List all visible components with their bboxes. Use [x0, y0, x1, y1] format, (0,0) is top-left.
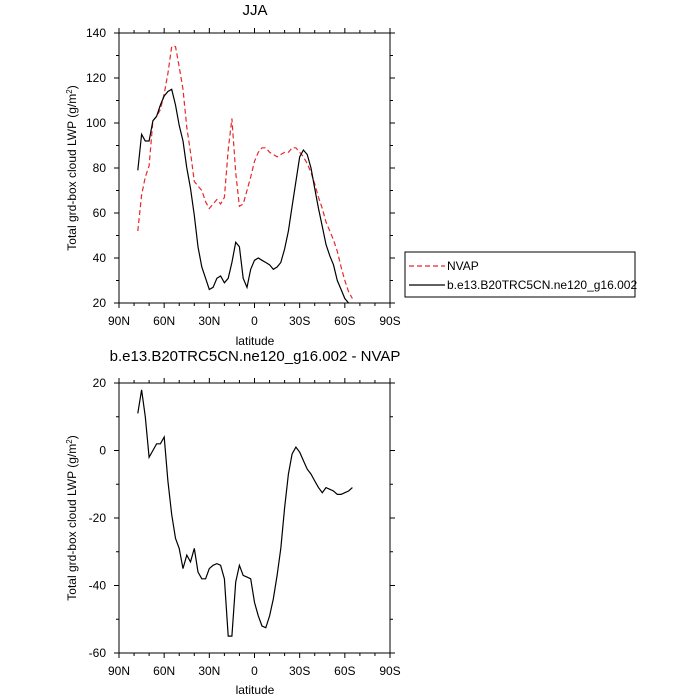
plot-frame-top: [118, 32, 391, 304]
legend-label-nvap: NVAP: [447, 259, 479, 273]
x-tick-label-bottom-4: 30S: [289, 664, 310, 678]
y-tick-label-bottom-3: 0: [99, 444, 106, 458]
plot-area-top: 90N 60N 30N 0 30S 60S 90S 20 40 60 80 100 120 140: [86, 26, 401, 328]
y-axis-label-bottom-main: Total grd-box cloud LWP (g/m: [65, 444, 79, 601]
plot-frame-bottom: [118, 382, 391, 654]
y-tick-label-bottom-0: -60: [89, 646, 107, 660]
x-tick-label-bottom-2: 30N: [198, 664, 220, 678]
x-tick-label-bottom-0: 90N: [108, 664, 130, 678]
legend-box: [404, 251, 636, 298]
panel-top-jja: JJA 90N 60N 30N 0 30S 60S 90S 20 40 60 80 100 120 140…: [65, 2, 401, 348]
x-tick-label-bottom-3: 0: [251, 664, 258, 678]
plot-area-bottom: 90N 60N 30N 0 30S 60S 90S -60 -40 -20 0 20: [89, 376, 401, 678]
legend: NVAP b.e13.B20TRC5CN.ne120_g16.002: [404, 251, 637, 298]
x-axis-label-bottom: latitude: [236, 683, 275, 697]
series-line-bottom-0: [137, 389, 353, 637]
y-tick-label-top-4: 100: [86, 116, 106, 130]
legend-label-model: b.e13.B20TRC5CN.ne120_g16.002: [447, 278, 637, 292]
x-tick-label-bottom-1: 60N: [153, 664, 175, 678]
y-tick-label-top-1: 40: [93, 251, 107, 265]
y-tick-label-bottom-2: -20: [89, 511, 107, 525]
x-tick-label-bottom-6: 90S: [379, 664, 400, 678]
y-axis-label-top-sup: 2: [65, 89, 74, 94]
chart-title-jja: JJA: [242, 2, 267, 19]
x-axis-label-top: latitude: [236, 334, 275, 348]
y-tick-label-bottom-4: 20: [93, 376, 107, 390]
y-tick-label-top-3: 80: [93, 161, 107, 175]
y-tick-label-top-2: 60: [93, 206, 107, 220]
series-line-top-1: [137, 88, 350, 303]
x-tick-label-top-1: 60N: [153, 314, 175, 328]
y-axis-label-top: Total grd-box cloud LWP (g/m2): [65, 85, 79, 250]
x-tick-label-top-4: 30S: [289, 314, 310, 328]
y-tick-label-top-5: 120: [86, 71, 106, 85]
y-axis-label-bottom: Total grd-box cloud LWP (g/m2): [65, 435, 79, 600]
y-axis-label-bottom-sup: 2: [65, 439, 74, 444]
x-tick-label-bottom-5: 60S: [334, 664, 355, 678]
y-tick-label-bottom-1: -40: [89, 579, 107, 593]
panel-bottom-difference: b.e13.B20TRC5CN.ne120_g16.002 - NVAP 90N…: [65, 348, 401, 697]
x-tick-label-top-2: 30N: [198, 314, 220, 328]
chart-title-difference: b.e13.B20TRC5CN.ne120_g16.002 - NVAP: [110, 348, 401, 365]
x-tick-label-top-5: 60S: [334, 314, 355, 328]
x-tick-label-top-0: 90N: [108, 314, 130, 328]
y-tick-label-top-6: 140: [86, 26, 106, 40]
series-line-top-0: [137, 45, 353, 299]
y-tick-label-top-0: 20: [93, 296, 107, 310]
x-tick-label-top-6: 90S: [379, 314, 400, 328]
x-tick-label-top-3: 0: [251, 314, 258, 328]
y-axis-label-bottom-end: ): [65, 435, 79, 439]
y-axis-label-top-end: ): [65, 85, 79, 89]
y-axis-label-top-main: Total grd-box cloud LWP (g/m: [65, 94, 79, 251]
